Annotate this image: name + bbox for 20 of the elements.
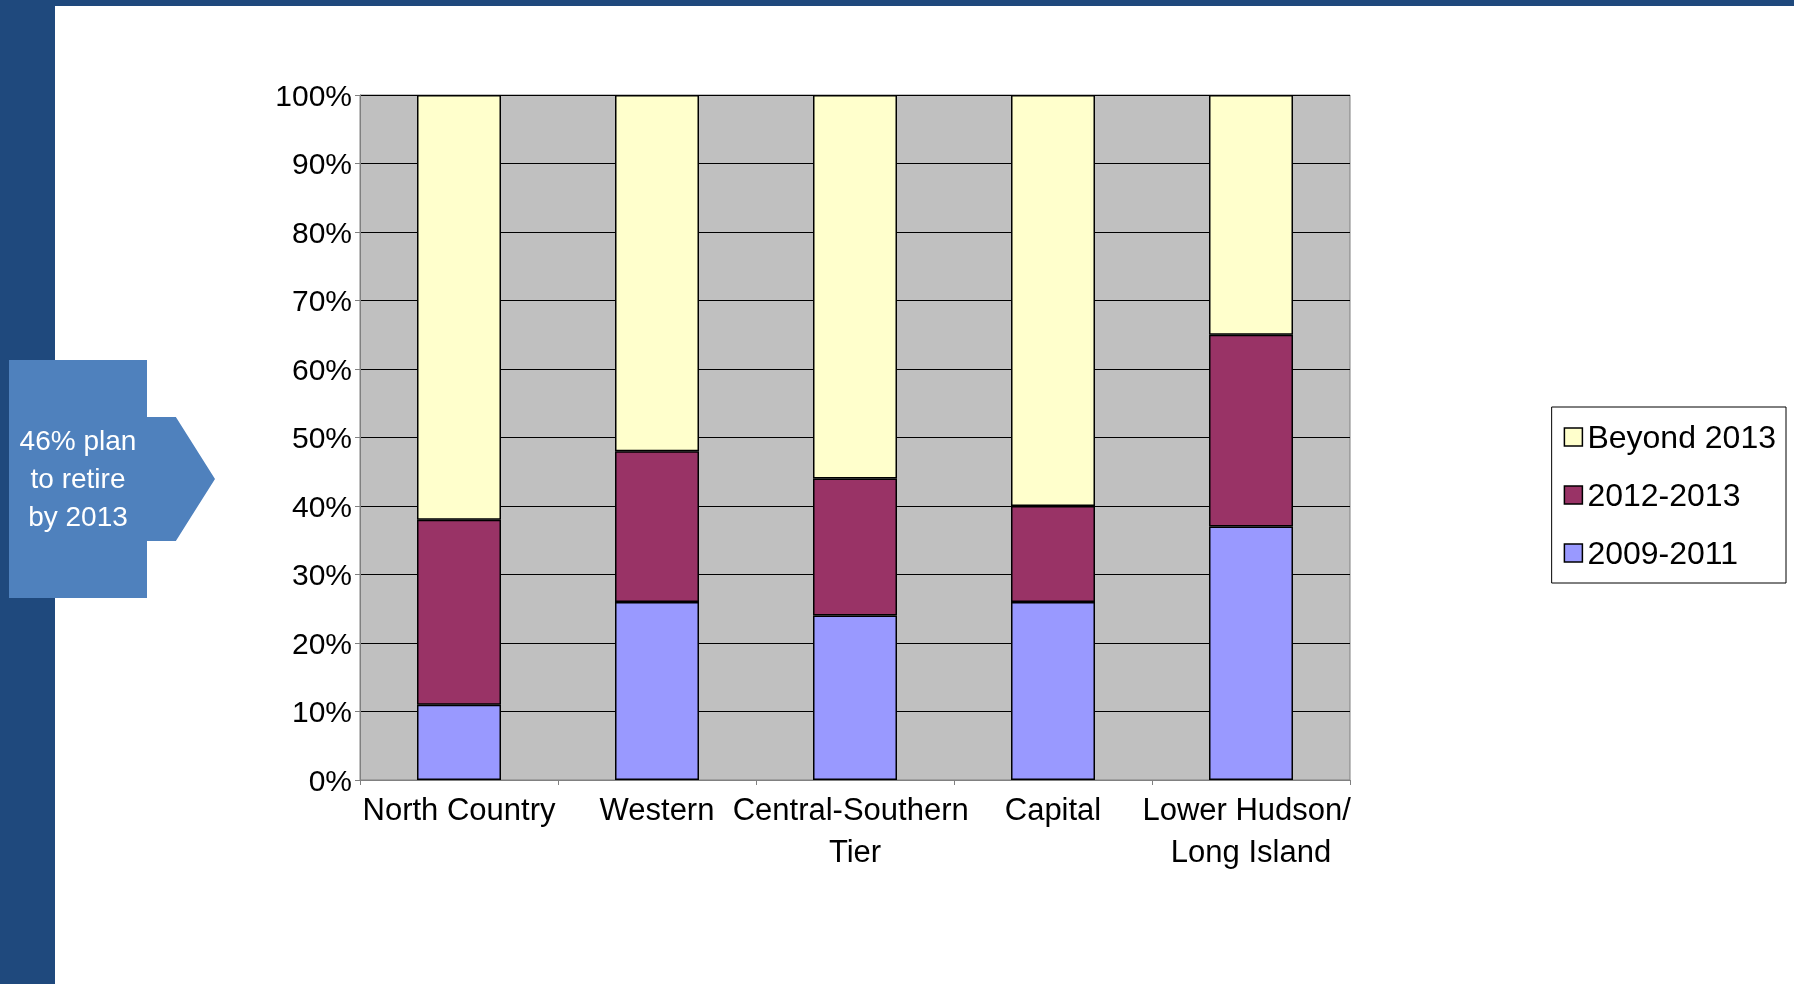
y-tick-label: 60% bbox=[291, 352, 352, 386]
legend-label: 2012-2013 bbox=[1587, 477, 1741, 513]
y-tick-label: 100% bbox=[275, 78, 352, 112]
y-tick-label: 10% bbox=[291, 695, 352, 728]
y-tick-label: 20% bbox=[291, 626, 352, 660]
x-tick-label: Lower Hudson/ Long Island bbox=[1142, 791, 1360, 869]
x-tick-label: Capital bbox=[1004, 791, 1102, 827]
x-tick-label: Central-Southern Tier bbox=[732, 791, 978, 869]
legend-label: Beyond 2013 bbox=[1587, 419, 1776, 455]
y-tick-label: 0% bbox=[308, 763, 352, 797]
text: 46% plan to retire by 2013 bbox=[18, 424, 138, 534]
x-tick-label: North Country bbox=[362, 791, 556, 827]
y-tick-label: 90% bbox=[291, 147, 352, 180]
y-tick-label: 50% bbox=[291, 421, 352, 454]
x-tick-label: Western bbox=[599, 791, 715, 827]
y-tick-label: 80% bbox=[291, 215, 352, 249]
legend-label: 2009-2011 bbox=[1587, 535, 1739, 571]
y-tick-label: 40% bbox=[291, 489, 352, 523]
y-tick-label: 30% bbox=[291, 558, 352, 591]
y-tick-label: 70% bbox=[291, 284, 352, 317]
